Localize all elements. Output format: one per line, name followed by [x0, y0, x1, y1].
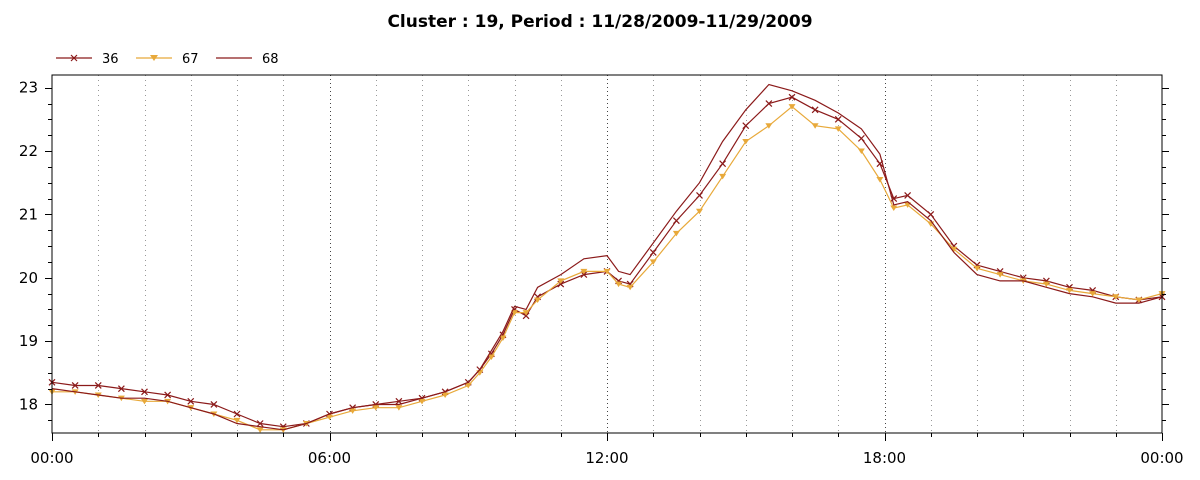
- data-point: [534, 297, 542, 303]
- data-point: [94, 382, 102, 389]
- data-point: [395, 405, 403, 411]
- data-point: [890, 205, 898, 212]
- data-point: [1089, 291, 1097, 297]
- data-point: [1042, 281, 1050, 288]
- series-68: [51, 83, 1163, 431]
- data-point: [927, 210, 935, 218]
- legend-label: 68: [262, 52, 279, 67]
- data-point: [141, 398, 148, 405]
- data-point: [626, 284, 634, 291]
- data-point: [742, 122, 750, 130]
- data-point: [580, 268, 588, 275]
- series-67: [48, 104, 1166, 433]
- data-point: [649, 248, 657, 256]
- x-tick-label: 06:00: [308, 449, 351, 467]
- data-point: [117, 385, 125, 393]
- legend-label: 67: [182, 52, 199, 67]
- data-point: [719, 173, 727, 180]
- y-tick-label: 23: [19, 79, 38, 97]
- data-point: [696, 191, 703, 199]
- data-point: [904, 191, 912, 199]
- data-point: [464, 382, 472, 389]
- data-point: [742, 139, 750, 145]
- data-point: [233, 417, 241, 424]
- x-tick-label: 18:00: [863, 449, 906, 467]
- series-36: [48, 93, 1166, 431]
- data-point: [788, 104, 796, 110]
- data-point: [788, 93, 796, 101]
- data-point: [672, 217, 680, 225]
- series-line-36: [51, 96, 1163, 428]
- legend: 36 67 68: [56, 52, 279, 67]
- data-point: [522, 310, 530, 316]
- data-point: [372, 405, 380, 411]
- data-point: [649, 259, 657, 265]
- axes: 00:00 06:00 12:00 18:00 00:00 18 19 20 21 22 23: [19, 79, 1184, 467]
- chart-title: Cluster : 19, Period : 11/28/2009-11/29/…: [387, 12, 813, 32]
- data-point: [256, 420, 264, 427]
- data-point: [696, 208, 703, 215]
- data-point: [615, 281, 623, 288]
- data-point: [141, 388, 148, 396]
- series-line-67: [52, 105, 1163, 431]
- data-point: [487, 354, 495, 360]
- data-point: [719, 160, 727, 168]
- legend-item-67: 67: [136, 52, 199, 67]
- y-tick-label: 18: [19, 395, 38, 413]
- data-point: [765, 100, 773, 107]
- data-point: [834, 115, 842, 123]
- data-point: [187, 397, 195, 405]
- data-point: [765, 123, 773, 129]
- data-point: [811, 106, 819, 114]
- y-tick-label: 21: [19, 205, 38, 223]
- data-point: [1135, 297, 1143, 303]
- series-line-68: [51, 83, 1163, 431]
- data-point: [164, 391, 172, 399]
- data-point: [395, 397, 403, 405]
- data-point: [603, 268, 611, 275]
- data-point: [996, 272, 1004, 278]
- data-point: [834, 126, 842, 132]
- data-point: [418, 398, 426, 405]
- data-point: [441, 392, 449, 398]
- data-point: [256, 427, 264, 433]
- data-point: [326, 414, 333, 421]
- data-point: [210, 401, 218, 408]
- x-tick-label: 12:00: [585, 449, 628, 467]
- data-point: [71, 382, 79, 389]
- data-point: [499, 335, 507, 341]
- data-point: [557, 278, 565, 284]
- data-point: [876, 177, 884, 183]
- data-point: [811, 123, 819, 129]
- data-point: [522, 312, 530, 320]
- legend-item-68: 68: [216, 52, 279, 67]
- series-lines: [48, 83, 1166, 433]
- data-point: [950, 246, 958, 253]
- x-tick-label: 00:00: [30, 449, 73, 467]
- y-tick-label: 19: [19, 332, 38, 350]
- legend-item-36: 36: [56, 52, 119, 67]
- data-point: [973, 265, 981, 272]
- data-point: [349, 408, 357, 414]
- data-point: [1066, 287, 1073, 294]
- legend-marker: [150, 55, 158, 61]
- data-point: [1112, 294, 1120, 300]
- data-point: [233, 410, 241, 418]
- x-tick-label: 00:00: [1140, 449, 1183, 467]
- legend-marker: [70, 54, 78, 62]
- y-tick-label: 20: [19, 269, 38, 287]
- data-point: [857, 148, 865, 155]
- legend-label: 36: [102, 52, 119, 67]
- y-tick-label: 22: [19, 142, 38, 160]
- data-point: [672, 230, 680, 237]
- data-point: [857, 134, 865, 142]
